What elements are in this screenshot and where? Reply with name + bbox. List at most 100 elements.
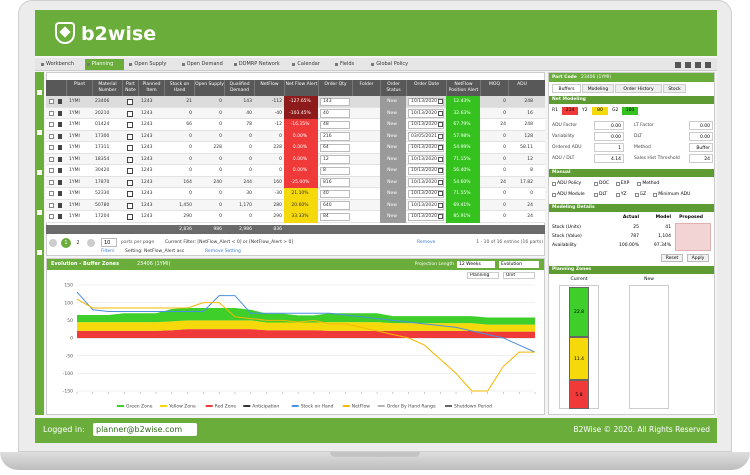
row-checkbox[interactable] bbox=[49, 145, 54, 150]
calendar-icon[interactable] bbox=[438, 133, 443, 139]
column-header[interactable]: MOQ bbox=[480, 80, 508, 96]
view-select[interactable]: Evolution bbox=[499, 261, 539, 268]
row-checkbox[interactable] bbox=[49, 99, 54, 104]
input-box[interactable] bbox=[320, 189, 350, 198]
calendar-icon[interactable] bbox=[438, 202, 443, 208]
input-box[interactable] bbox=[408, 155, 444, 164]
sidebar-icon[interactable] bbox=[37, 130, 42, 135]
option-checkbox[interactable] bbox=[653, 193, 658, 197]
calendar-icon[interactable] bbox=[438, 191, 443, 196]
column-header[interactable]: Planned Item bbox=[138, 80, 164, 96]
part-note-icon[interactable] bbox=[127, 145, 133, 151]
part-note-icon[interactable] bbox=[127, 110, 133, 117]
input-box[interactable] bbox=[408, 166, 444, 175]
column-header[interactable]: Part Note bbox=[122, 80, 138, 96]
part-note-icon[interactable] bbox=[127, 214, 133, 220]
calendar-icon[interactable] bbox=[438, 156, 443, 162]
panel-button[interactable]: Apply bbox=[687, 254, 709, 262]
calendar-icon[interactable] bbox=[438, 214, 443, 219]
option-checkbox[interactable] bbox=[615, 193, 620, 197]
toolbar-item[interactable]: Calendar bbox=[297, 61, 320, 67]
row-checkbox[interactable] bbox=[49, 214, 54, 219]
row-edit-icon[interactable] bbox=[58, 191, 62, 196]
page-size[interactable]: 10 bbox=[101, 237, 117, 247]
row-edit-icon[interactable] bbox=[58, 214, 62, 219]
input-box[interactable] bbox=[320, 212, 350, 221]
column-header[interactable]: NetFlow bbox=[254, 80, 284, 96]
row-edit-icon[interactable] bbox=[58, 110, 62, 116]
column-header[interactable]: Net Flow Alert bbox=[284, 80, 318, 96]
column-header[interactable]: Order Status bbox=[380, 80, 406, 96]
row-edit-icon[interactable] bbox=[58, 99, 62, 104]
input-box[interactable] bbox=[408, 201, 444, 210]
calendar-icon[interactable] bbox=[438, 99, 443, 104]
calendar-icon[interactable] bbox=[438, 168, 443, 173]
panel-tab[interactable]: Modeling bbox=[582, 84, 614, 93]
option-checkbox[interactable] bbox=[594, 182, 598, 186]
input-box[interactable] bbox=[408, 97, 444, 106]
input-box[interactable] bbox=[320, 178, 350, 187]
page-number[interactable]: 2 bbox=[76, 239, 80, 246]
column-header[interactable]: Stock on Hand bbox=[164, 80, 194, 96]
input-box[interactable] bbox=[408, 120, 444, 129]
page-next[interactable] bbox=[87, 238, 95, 247]
part-note-icon[interactable] bbox=[127, 168, 133, 174]
input-box[interactable] bbox=[408, 143, 444, 152]
column-header[interactable]: NetFlow Position Alert bbox=[446, 80, 480, 96]
option-checkbox[interactable] bbox=[615, 182, 620, 186]
input-box[interactable] bbox=[320, 143, 350, 152]
part-note-icon[interactable] bbox=[127, 179, 133, 186]
column-header[interactable]: Material Number bbox=[92, 80, 122, 96]
column-header[interactable]: ADU bbox=[508, 80, 535, 96]
input-box[interactable] bbox=[408, 189, 444, 198]
row-checkbox[interactable] bbox=[49, 202, 54, 208]
row-checkbox[interactable] bbox=[49, 110, 54, 116]
option-checkbox[interactable] bbox=[552, 182, 556, 186]
row-checkbox[interactable] bbox=[49, 191, 54, 196]
sidebar-icon[interactable] bbox=[37, 250, 42, 255]
toolbar-item[interactable]: Global Policy bbox=[376, 61, 409, 67]
remove-setting[interactable]: Remove Setting bbox=[205, 248, 241, 254]
row-edit-icon[interactable] bbox=[58, 156, 62, 162]
row-edit-icon[interactable] bbox=[58, 202, 62, 208]
input-box[interactable] bbox=[320, 155, 350, 164]
row-edit-icon[interactable] bbox=[58, 179, 62, 185]
input-box[interactable] bbox=[320, 166, 350, 175]
input-box[interactable] bbox=[320, 132, 350, 141]
column-header[interactable]: Open Supply bbox=[194, 80, 224, 96]
panel-tab[interactable]: Stock bbox=[663, 84, 686, 93]
unit-select[interactable]: Unit bbox=[503, 272, 535, 279]
projection-select[interactable]: 12 Weeks bbox=[457, 261, 495, 268]
toolbar-item[interactable]: DDMRP Network bbox=[238, 61, 280, 67]
toolbar-tool[interactable] bbox=[695, 62, 701, 68]
filters-label[interactable]: Filters bbox=[101, 248, 115, 254]
toolbar-tool[interactable] bbox=[685, 62, 691, 68]
input-box[interactable] bbox=[320, 120, 350, 129]
toolbar-item[interactable]: Open Demand bbox=[186, 61, 223, 67]
input-box[interactable] bbox=[408, 109, 444, 118]
part-note-icon[interactable] bbox=[127, 99, 133, 105]
toolbar-item[interactable]: Open Supply bbox=[134, 61, 167, 67]
row-checkbox[interactable] bbox=[49, 133, 54, 139]
row-edit-icon[interactable] bbox=[58, 133, 62, 139]
calendar-icon[interactable] bbox=[438, 179, 443, 185]
page-number[interactable]: 1 bbox=[61, 237, 71, 248]
input-box[interactable] bbox=[408, 132, 444, 141]
page-prev[interactable] bbox=[49, 238, 57, 247]
toolbar-tool[interactable] bbox=[705, 62, 711, 68]
part-note-icon[interactable] bbox=[127, 191, 133, 197]
toolbar-item[interactable]: Workbench bbox=[46, 61, 74, 67]
input-box[interactable] bbox=[408, 212, 444, 221]
row-checkbox[interactable] bbox=[49, 156, 54, 162]
column-header[interactable]: Order Qty bbox=[318, 80, 352, 96]
option-checkbox[interactable] bbox=[637, 182, 642, 186]
row-checkbox[interactable] bbox=[49, 122, 54, 127]
input-box[interactable] bbox=[320, 201, 350, 210]
column-header[interactable]: Order Date bbox=[406, 80, 446, 96]
toolbar-item[interactable]: Fields bbox=[340, 61, 355, 67]
part-note-icon[interactable] bbox=[127, 133, 133, 140]
calendar-icon[interactable] bbox=[438, 145, 443, 150]
sidebar-icon[interactable] bbox=[37, 210, 42, 215]
row-edit-icon[interactable] bbox=[58, 168, 62, 173]
row-edit-icon[interactable] bbox=[58, 122, 62, 127]
